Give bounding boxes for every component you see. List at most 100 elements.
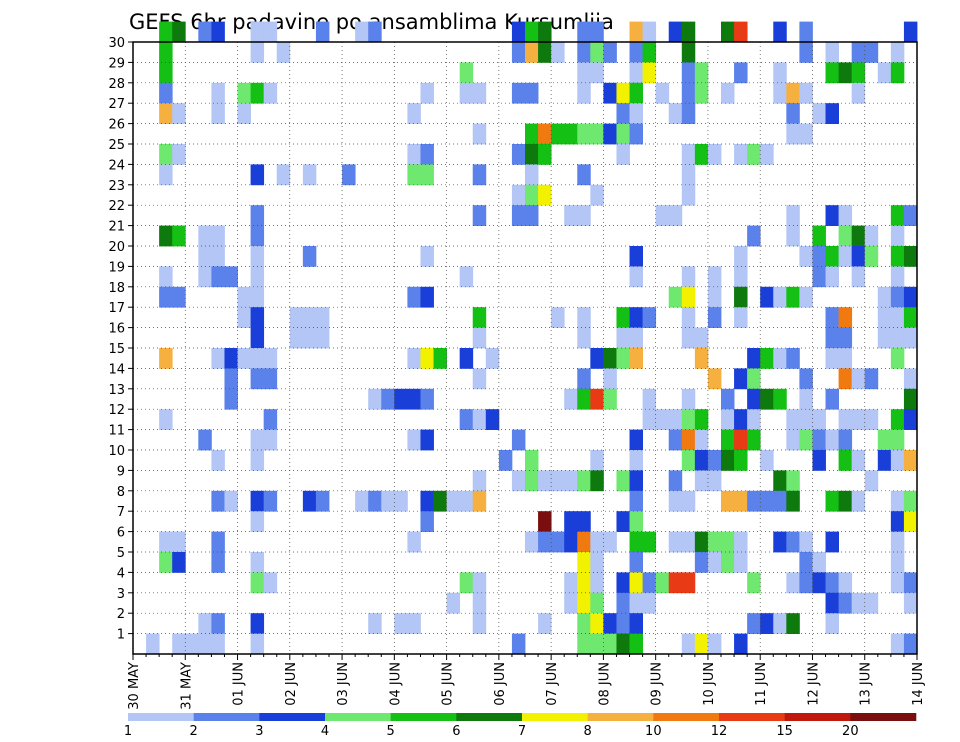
heatmap-cell: [681, 103, 696, 124]
heatmap-cell: [629, 633, 643, 655]
heatmap-cell: [747, 388, 761, 410]
legend-label: 20: [842, 724, 859, 739]
heatmap-cell: [812, 225, 826, 247]
heatmap-cell: [864, 246, 879, 267]
heatmap-cell: [668, 103, 683, 124]
heatmap-cell: [198, 429, 212, 451]
heatmap-cell: [394, 490, 408, 512]
heatmap-cell: [250, 633, 265, 655]
heatmap-cell: [655, 409, 670, 430]
legend-label: 5: [387, 724, 395, 739]
heatmap-cell: [668, 470, 683, 492]
heatmap-cell: [368, 21, 382, 43]
heatmap-cell: [890, 327, 905, 349]
heatmap-cell: [446, 490, 461, 512]
heatmap-cell: [734, 286, 748, 308]
heatmap-cell: [903, 368, 918, 390]
heatmap-cell: [472, 123, 487, 145]
heatmap-cell: [511, 42, 526, 63]
heatmap-cell: [629, 103, 643, 124]
heatmap-cell: [747, 225, 761, 247]
heatmap-cell: [525, 21, 539, 43]
heatmap-cell: [211, 225, 225, 247]
heatmap-cell: [355, 490, 369, 512]
heatmap-cell: [825, 307, 839, 328]
heatmap-cell: [564, 511, 578, 532]
heatmap-cell: [551, 123, 565, 145]
y-tick-label: 9: [117, 464, 125, 479]
heatmap-cell: [302, 246, 317, 267]
heatmap-cell: [786, 225, 800, 247]
heatmap-cell: [616, 82, 630, 104]
heatmap-cell: [577, 613, 591, 634]
heatmap-cell: [747, 613, 761, 634]
x-tick-label: 10 JUN: [702, 662, 717, 706]
heatmap-cell: [642, 21, 657, 43]
x-tick-label: 12 JUN: [806, 662, 821, 706]
heatmap-cell: [590, 388, 604, 410]
heatmap-cell: [890, 348, 905, 369]
heatmap-cell: [250, 490, 265, 512]
heatmap-cell: [172, 103, 186, 124]
heatmap-cell: [368, 490, 382, 512]
heatmap-cell: [302, 327, 317, 349]
heatmap-cell: [825, 592, 839, 614]
heatmap-cell: [577, 82, 591, 104]
heatmap-cell: [315, 490, 330, 512]
heatmap-cell: [825, 205, 839, 226]
heatmap-cell: [694, 429, 709, 451]
heatmap-cell: [368, 613, 382, 634]
heatmap-cell: [263, 348, 278, 369]
heatmap-cell: [472, 470, 487, 492]
heatmap-cell: [903, 450, 918, 471]
heatmap-cell: [734, 490, 748, 512]
heatmap-cell: [603, 123, 617, 145]
heatmap-cell: [159, 286, 173, 308]
heatmap-cell: [799, 368, 813, 390]
y-tick-label: 18: [108, 281, 125, 296]
heatmap-cell: [159, 62, 173, 84]
heatmap-cell: [590, 572, 604, 594]
heatmap-cell: [407, 286, 421, 308]
heatmap-cell: [472, 82, 487, 104]
heatmap-cell: [616, 103, 630, 124]
heatmap-cell: [812, 266, 826, 288]
y-tick-label: 11: [108, 424, 125, 439]
heatmap-cell: [538, 613, 552, 634]
heatmap-cell: [864, 225, 879, 247]
heatmap-cell: [459, 490, 474, 512]
heatmap-cell: [590, 633, 604, 655]
y-tick-label: 20: [108, 240, 125, 255]
heatmap-cell: [629, 21, 643, 43]
heatmap-cell: [851, 246, 866, 267]
heatmap-cell: [773, 62, 787, 84]
heatmap-cell: [407, 531, 421, 553]
heatmap-cell: [616, 613, 630, 634]
y-tick-label: 29: [108, 56, 125, 71]
heatmap-cell: [694, 633, 709, 655]
heatmap-cell: [877, 429, 892, 451]
heatmap-cell: [211, 103, 225, 124]
heatmap-cell: [564, 205, 578, 226]
heatmap-cell: [525, 82, 539, 104]
y-tick-label: 15: [108, 342, 125, 357]
legend-swatch: [784, 713, 851, 721]
heatmap-cell: [250, 307, 265, 328]
heatmap-cell: [903, 286, 918, 308]
heatmap-cell: [250, 450, 265, 471]
heatmap-cell: [211, 552, 225, 573]
heatmap-cell: [420, 82, 434, 104]
heatmap-cell: [681, 388, 696, 410]
heatmap-cell: [812, 103, 826, 124]
heatmap-cell: [538, 123, 552, 145]
heatmap-cell: [525, 144, 539, 165]
heatmap-cell: [734, 246, 748, 267]
heatmap-cell: [237, 103, 251, 124]
heatmap-cell: [812, 552, 826, 573]
heatmap-cell: [681, 327, 696, 349]
heatmap-cell: [629, 552, 643, 573]
heatmap-cell: [838, 62, 853, 84]
x-tick-label: 08 JUN: [597, 662, 612, 706]
heatmap-cell: [472, 572, 487, 594]
heatmap-cell: [407, 103, 421, 124]
